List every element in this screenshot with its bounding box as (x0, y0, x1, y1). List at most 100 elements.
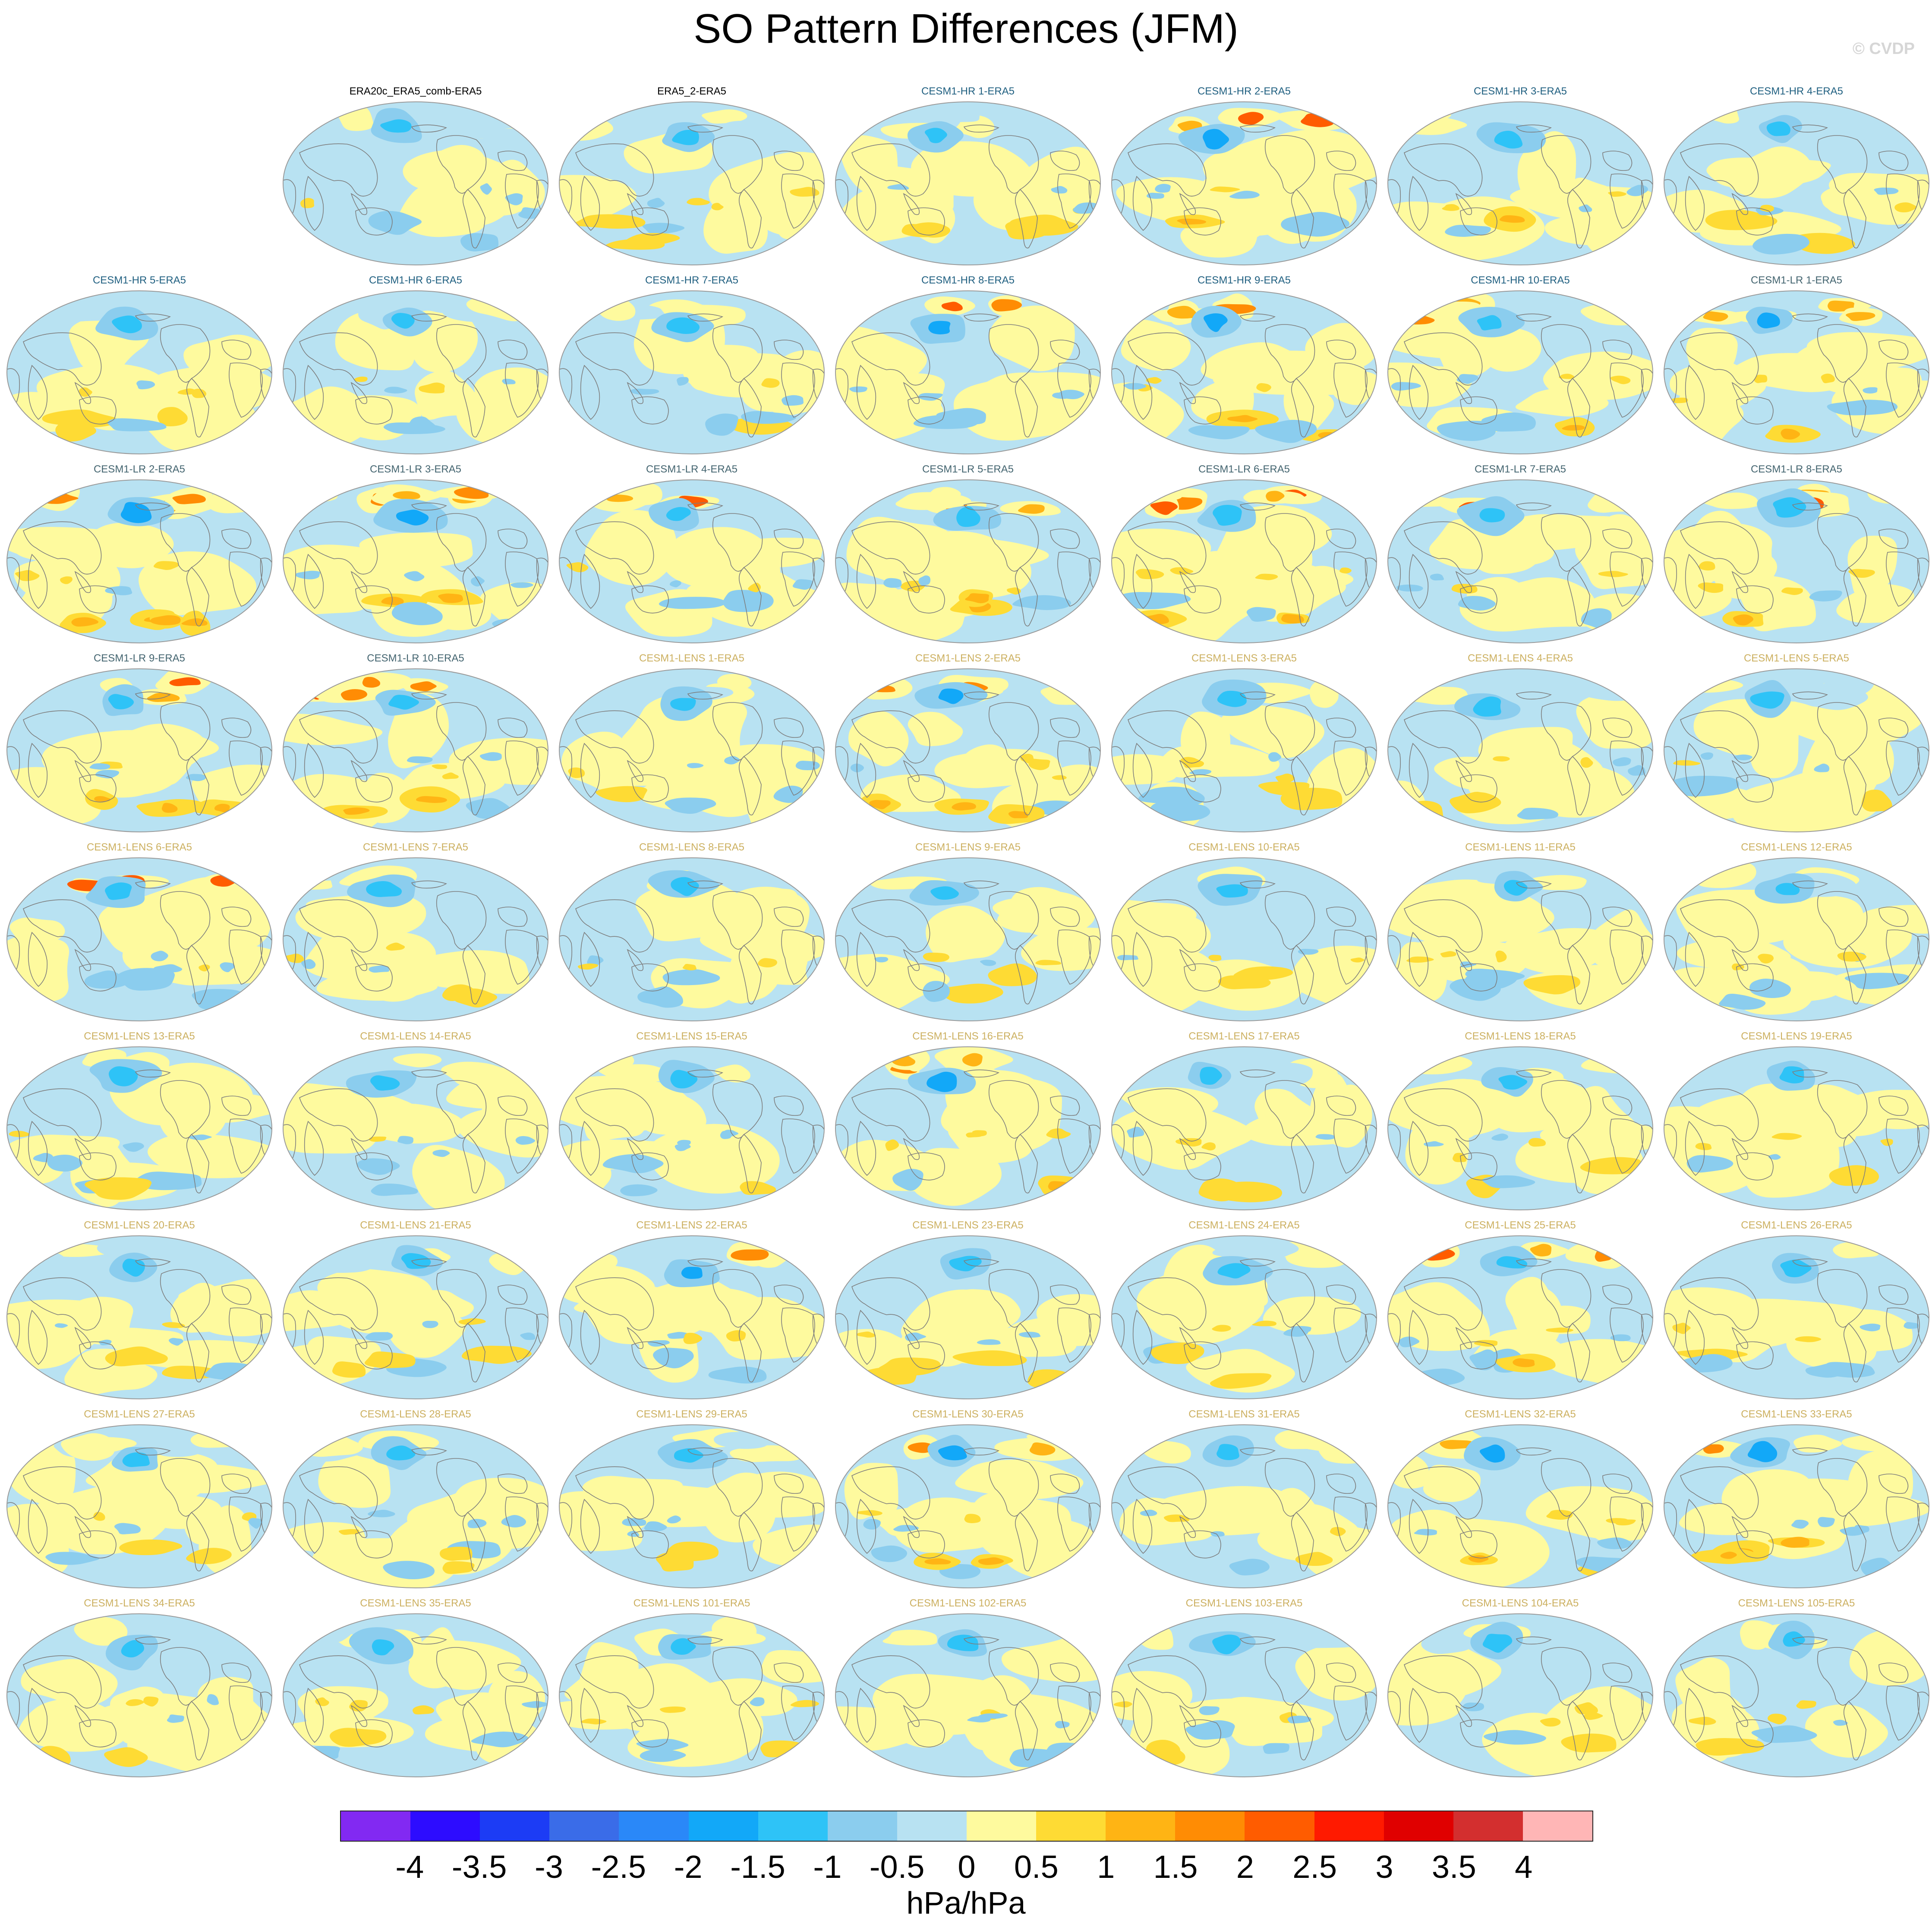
colorbar-tick-label: 1 (1097, 1849, 1115, 1885)
panel-title: CESM1-LENS 28-ERA5 (360, 1408, 471, 1420)
difference-map (283, 290, 548, 454)
colorbar-swatch (410, 1811, 480, 1841)
colorbar-tick-label: 3.5 (1431, 1849, 1476, 1885)
difference-map (1387, 479, 1653, 643)
panel-title: CESM1-LENS 6-ERA5 (86, 841, 192, 853)
difference-map (1664, 668, 1929, 832)
panel-title: CESM1-LENS 7-ERA5 (362, 841, 469, 853)
difference-map (835, 1046, 1101, 1210)
panel-title: CESM1-LENS 105-ERA5 (1738, 1597, 1855, 1609)
panel-title: CESM1-HR 8-ERA5 (921, 274, 1015, 286)
map-panel-cesm1-lens-103-era5: CESM1-LENS 103-ERA5 (1108, 1597, 1380, 1778)
difference-map (559, 479, 825, 643)
map-panel-cesm1-lens-9-era5: CESM1-LENS 9-ERA5 (832, 841, 1104, 1022)
panel-title: CESM1-LENS 26-ERA5 (1741, 1219, 1852, 1231)
panel-title: CESM1-LENS 15-ERA5 (636, 1030, 747, 1042)
panel-title: CESM1-LENS 11-ERA5 (1465, 841, 1576, 853)
panel-title: CESM1-HR 1-ERA5 (921, 85, 1015, 97)
difference-map (283, 101, 548, 265)
difference-map (1111, 290, 1377, 454)
difference-map (1111, 1424, 1377, 1588)
cvdp-watermark: © CVDP (1852, 40, 1915, 58)
colorbar-swatch (897, 1811, 967, 1841)
panel-title: ERA5_2-ERA5 (657, 85, 727, 97)
panel-title: CESM1-LENS 10-ERA5 (1188, 841, 1300, 853)
colorbar-swatch (1175, 1811, 1245, 1841)
panel-title: CESM1-HR 3-ERA5 (1473, 85, 1567, 97)
difference-map (6, 1235, 272, 1399)
difference-map (283, 1235, 548, 1399)
panel-title: CESM1-LR 3-ERA5 (369, 463, 462, 475)
map-panel-cesm1-hr-9-era5: CESM1-HR 9-ERA5 (1108, 274, 1380, 455)
panel-title: CESM1-LENS 16-ERA5 (912, 1030, 1024, 1042)
map-panel-cesm1-hr-5-era5: CESM1-HR 5-ERA5 (3, 274, 275, 455)
map-panel-cesm1-hr-6-era5: CESM1-HR 6-ERA5 (280, 274, 552, 455)
panel-title: CESM1-LENS 35-ERA5 (360, 1597, 471, 1609)
panel-title: CESM1-LENS 12-ERA5 (1741, 841, 1852, 853)
map-panel-cesm1-lens-4-era5: CESM1-LENS 4-ERA5 (1384, 652, 1656, 833)
difference-map (559, 1613, 825, 1777)
panel-title: CESM1-LR 10-ERA5 (367, 652, 464, 664)
difference-map (6, 857, 272, 1021)
map-panel-cesm1-lens-3-era5: CESM1-LENS 3-ERA5 (1108, 652, 1380, 833)
map-panel-cesm1-lens-13-era5: CESM1-LENS 13-ERA5 (3, 1030, 275, 1211)
map-panel-cesm1-lens-21-era5: CESM1-LENS 21-ERA5 (280, 1219, 552, 1400)
colorbar-tick-label: 1.5 (1153, 1849, 1198, 1885)
map-panel-cesm1-lr-2-era5: CESM1-LR 2-ERA5 (3, 463, 275, 644)
difference-map (1387, 857, 1653, 1021)
map-panel-cesm1-lens-10-era5: CESM1-LENS 10-ERA5 (1108, 841, 1380, 1022)
panel-title: CESM1-LENS 1-ERA5 (639, 652, 745, 664)
panel-title: CESM1-LENS 4-ERA5 (1467, 652, 1573, 664)
difference-map (283, 857, 548, 1021)
panel-title: CESM1-LENS 29-ERA5 (636, 1408, 747, 1420)
map-panel-cesm1-lens-105-era5: CESM1-LENS 105-ERA5 (1661, 1597, 1932, 1778)
difference-map (1664, 1424, 1929, 1588)
difference-map (6, 1046, 272, 1210)
difference-map (559, 290, 825, 454)
difference-map (1664, 857, 1929, 1021)
colorbar-tick-label: 2.5 (1292, 1849, 1337, 1885)
difference-map (1664, 101, 1929, 265)
difference-map (283, 1613, 548, 1777)
colorbar-tick-label: 0 (958, 1849, 976, 1885)
panel-title: CESM1-LENS 33-ERA5 (1741, 1408, 1852, 1420)
map-panel-cesm1-hr-8-era5: CESM1-HR 8-ERA5 (832, 274, 1104, 455)
panel-title: CESM1-HR 9-ERA5 (1197, 274, 1291, 286)
difference-map (835, 1235, 1101, 1399)
difference-map (6, 479, 272, 643)
map-panel-cesm1-lr-5-era5: CESM1-LR 5-ERA5 (832, 463, 1104, 644)
panel-title: CESM1-LENS 27-ERA5 (84, 1408, 195, 1420)
difference-map (1111, 668, 1377, 832)
panel-title: CESM1-LENS 14-ERA5 (360, 1030, 471, 1042)
difference-map (6, 290, 272, 454)
map-panel-cesm1-hr-7-era5: CESM1-HR 7-ERA5 (556, 274, 828, 455)
map-panel-cesm1-lens-22-era5: CESM1-LENS 22-ERA5 (556, 1219, 828, 1400)
panel-title: CESM1-LENS 32-ERA5 (1465, 1408, 1576, 1420)
panel-title: CESM1-HR 5-ERA5 (92, 274, 186, 286)
colorbar-swatch (827, 1811, 897, 1841)
difference-map (1111, 479, 1377, 643)
panel-title: CESM1-LENS 21-ERA5 (360, 1219, 471, 1231)
colorbar-units-label: hPa/hPa (906, 1886, 1026, 1921)
map-panel-cesm1-hr-2-era5: CESM1-HR 2-ERA5 (1108, 85, 1380, 266)
difference-map (835, 668, 1101, 832)
difference-map (1387, 101, 1653, 265)
difference-map (559, 668, 825, 832)
difference-map (1111, 857, 1377, 1021)
colorbar-swatch (619, 1811, 689, 1841)
map-panel-cesm1-hr-4-era5: CESM1-HR 4-ERA5 (1661, 85, 1932, 266)
difference-map (1111, 1046, 1377, 1210)
map-panel-cesm1-lens-27-era5: CESM1-LENS 27-ERA5 (3, 1408, 275, 1589)
colorbar-tick-label: -3 (535, 1849, 563, 1885)
difference-map (1664, 290, 1929, 454)
panel-title: CESM1-LENS 13-ERA5 (84, 1030, 195, 1042)
colorbar-swatch (688, 1811, 758, 1841)
panel-title: CESM1-HR 4-ERA5 (1749, 85, 1844, 97)
map-panel-cesm1-lr-10-era5: CESM1-LR 10-ERA5 (280, 652, 552, 833)
map-panel-cesm1-lens-35-era5: CESM1-LENS 35-ERA5 (280, 1597, 552, 1778)
difference-map (559, 1046, 825, 1210)
map-panel-cesm1-lens-104-era5: CESM1-LENS 104-ERA5 (1384, 1597, 1656, 1778)
map-panel-cesm1-lens-19-era5: CESM1-LENS 19-ERA5 (1661, 1030, 1932, 1211)
panel-title: CESM1-LR 5-ERA5 (922, 463, 1014, 475)
map-panel-cesm1-lens-17-era5: CESM1-LENS 17-ERA5 (1108, 1030, 1380, 1211)
